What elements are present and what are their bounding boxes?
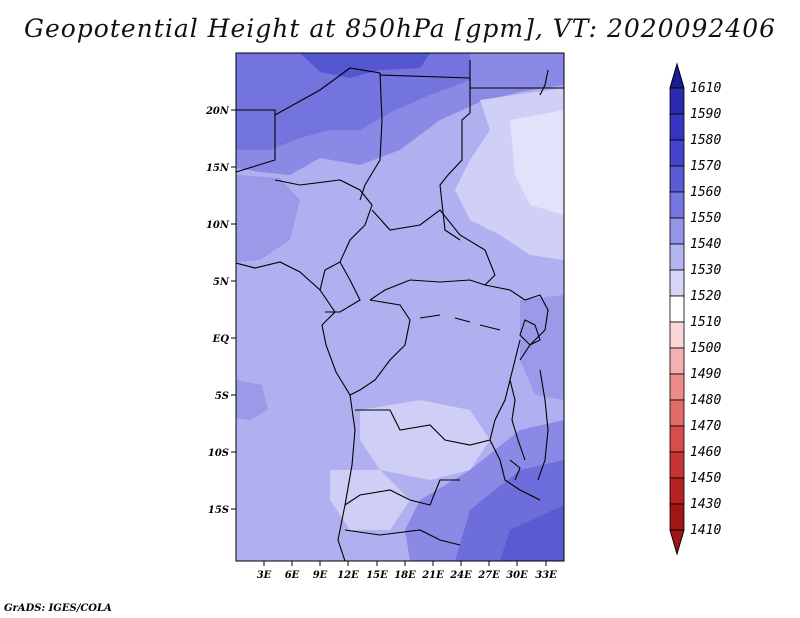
lon-label: 21E [421,570,444,581]
border-car [369,209,496,301]
field-west-band [236,175,300,262]
field-southwest-light [330,470,410,530]
colorbar-label: 1580 [690,133,721,148]
colorbar-label: 1540 [690,237,721,252]
field-north-dark [300,53,430,78]
lat-label: 15S [208,505,229,516]
colorbar-segment [669,139,685,167]
colorbar-segment [669,399,685,427]
colorbar-segment [669,217,685,245]
colorbar-bottom-arrow [669,529,685,556]
colorbar-segment [669,425,685,453]
border-drc-south [355,409,541,501]
colorbar-label: 1590 [690,107,721,122]
colorbar-label: 1500 [690,341,721,356]
border-south-sudan [484,284,549,361]
lat-axis: 20N 15N 10N 5N EQ 5S 10S 15S [205,106,236,516]
lat-label: 20N [205,106,230,117]
grads-credit: GrADS: IGES/COLA [4,603,112,614]
border-nw [236,109,276,173]
colorbar-label: 1480 [690,393,721,408]
lat-label: 5N [213,277,230,288]
border-namibia [344,529,461,546]
lon-label: 12E [337,570,359,581]
border-angola-south [344,479,460,506]
field-west-patch [236,380,268,420]
colorbar-segment [669,321,685,349]
field-north-mid [236,53,470,150]
lon-label: 3E [257,570,272,581]
colorbar-label: 1560 [690,185,721,200]
lon-label: 33E [535,570,557,581]
field-central-light [360,400,490,480]
geopotential-field [236,53,564,561]
field-east-patch [520,295,564,400]
colorbar-segment [669,477,685,505]
colorbar-label: 1430 [690,497,721,512]
lon-label: 24E [449,570,472,581]
border-egypt [469,60,564,89]
lake-south [509,459,521,481]
colorbar-segment [669,373,685,401]
river-segments [419,314,501,331]
colorbar-label: 1460 [690,445,721,460]
colorbar-segment [669,243,685,271]
lake-tanganyika [509,379,526,461]
colorbar-label: 1510 [690,315,721,330]
border-cameroon [325,261,361,313]
border-lakes [489,339,521,441]
colorbar-label: 1520 [690,289,721,304]
lon-label: 30E [506,570,528,581]
lat-label: 5S [215,391,229,402]
lat-label: 15N [206,163,230,174]
map-frame [235,52,565,562]
field-southeast-dark [500,505,564,561]
map-title: Geopotential Height at 850hPa [gpm], VT:… [23,14,777,43]
colorbar: 1610 1590 1580 1570 1560 1550 1540 1530 1520 1510… [669,62,721,556]
border-nigeria [274,179,373,291]
colorbar-label: 1570 [690,159,721,174]
lat-label: 10N [206,220,230,231]
border-niger-west [274,67,383,201]
colorbar-segment [669,113,685,141]
lake-malawi [537,369,549,481]
colorbar-label: 1490 [690,367,721,382]
field-northeast-lightest [510,110,564,215]
lon-label: 27E [477,570,500,581]
lon-label: 9E [313,570,328,581]
lon-axis: 3E 6E 9E 12E 15E 18E 21E 24E 27E 30E 33E [257,561,557,581]
lake-victoria [519,319,541,346]
colorbar-label: 1470 [690,419,721,434]
colorbar-label: 1450 [690,471,721,486]
colorbar-segment [669,347,685,375]
colorbar-segment [669,269,685,297]
colorbar-segment [669,87,685,115]
colorbar-label: 1530 [690,263,721,278]
colorbar-label: 1550 [690,211,721,226]
lon-label: 6E [285,570,300,581]
colorbar-segment [669,165,685,193]
coastlines-borders [236,60,564,561]
lon-label: 18E [394,570,416,581]
colorbar-label: 1610 [690,81,721,96]
colorbar-segment [669,451,685,479]
lat-label: EQ [212,334,230,345]
colorbar-label: 1410 [690,523,721,538]
border-congo [349,299,411,396]
colorbar-top-arrow [669,62,685,89]
colorbar-segment [669,503,685,531]
west-coastline [236,261,356,561]
colorbar-segment [669,191,685,219]
lat-label: 10S [208,448,229,459]
lon-label: 15E [366,570,388,581]
colorbar-segment [669,295,685,323]
nile-delta [539,69,549,96]
